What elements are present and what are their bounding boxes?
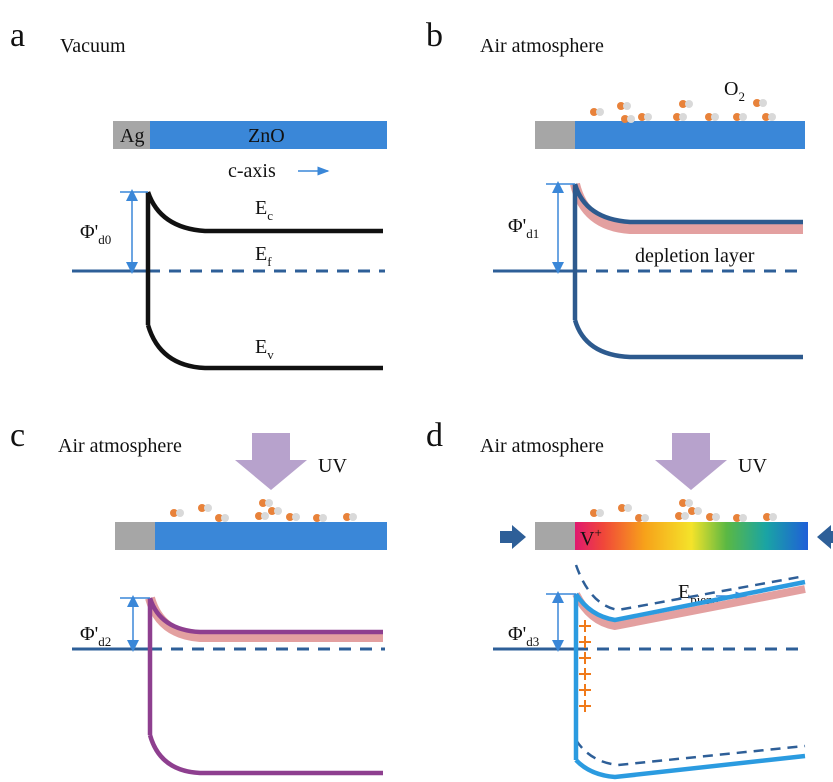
atom bbox=[292, 513, 300, 521]
plus bbox=[579, 636, 591, 648]
atom bbox=[641, 514, 649, 522]
panel-b: b Air atmosphere O2 Φ'd1 depletion layer bbox=[426, 17, 805, 357]
plus bbox=[579, 700, 591, 712]
e: E bbox=[255, 243, 267, 265]
molecules bbox=[590, 99, 776, 123]
atom bbox=[319, 514, 327, 522]
e-sub: v bbox=[267, 347, 274, 362]
panel-letter: d bbox=[426, 417, 443, 454]
atom bbox=[596, 108, 604, 116]
o: O bbox=[724, 78, 738, 100]
atom bbox=[644, 113, 652, 121]
barrier-label: Φ'd0 bbox=[80, 221, 111, 247]
zno-block bbox=[155, 522, 387, 550]
o-sub: 2 bbox=[738, 89, 745, 104]
atom bbox=[711, 113, 719, 121]
atom bbox=[221, 514, 229, 522]
atom bbox=[176, 509, 184, 517]
phi: Φ' bbox=[508, 623, 526, 645]
atom bbox=[274, 507, 282, 515]
e-sub: f bbox=[267, 254, 272, 269]
ag-block bbox=[535, 121, 575, 149]
atom bbox=[349, 513, 357, 521]
uv-label: UV bbox=[318, 455, 347, 477]
atom bbox=[685, 100, 693, 108]
zno-block bbox=[575, 522, 808, 550]
panel-title: Vacuum bbox=[60, 35, 126, 57]
atom bbox=[768, 113, 776, 121]
phi-sub: d2 bbox=[98, 634, 111, 649]
molecules bbox=[590, 499, 777, 522]
panel-d: d Air atmosphere UV V+ Epiezo Φ'd3 bbox=[426, 417, 833, 777]
uv-label: UV bbox=[738, 455, 767, 477]
zno-label: ZnO bbox=[248, 125, 285, 147]
plus bbox=[579, 620, 591, 632]
figure: a Vacuum Ag ZnO c-axis Φ'd0 Ec Ef Ev b A… bbox=[0, 0, 833, 782]
phi-sub: d3 bbox=[526, 634, 539, 649]
layer-label: depletion layer bbox=[635, 245, 755, 267]
ef-label: Ef bbox=[255, 243, 272, 269]
barrier-label: Φ'd2 bbox=[80, 623, 111, 649]
force-arrow bbox=[500, 525, 526, 549]
atom bbox=[712, 513, 720, 521]
panel-letter: b bbox=[426, 17, 443, 54]
plus bbox=[579, 684, 591, 696]
atom bbox=[685, 499, 693, 507]
atom bbox=[624, 504, 632, 512]
atom bbox=[623, 102, 631, 110]
atom bbox=[739, 113, 747, 121]
e-sub: c bbox=[267, 208, 273, 223]
phi: Φ' bbox=[80, 623, 98, 645]
panel-letter: a bbox=[10, 17, 25, 54]
plus bbox=[579, 652, 591, 664]
atom bbox=[265, 499, 273, 507]
phi: Φ' bbox=[80, 221, 98, 243]
atom bbox=[627, 115, 635, 123]
panel-title: Air atmosphere bbox=[58, 435, 182, 457]
ev-label: Ev bbox=[255, 336, 274, 362]
atom bbox=[739, 514, 747, 522]
gas-label: O2 bbox=[724, 78, 745, 104]
panel-letter: c bbox=[10, 417, 25, 454]
panel-a: a Vacuum Ag ZnO c-axis Φ'd0 Ec Ef Ev bbox=[10, 17, 387, 368]
panel-title: Air atmosphere bbox=[480, 435, 604, 457]
phi-sub: d0 bbox=[98, 232, 111, 247]
axis-label: c-axis bbox=[228, 160, 276, 182]
phi: Φ' bbox=[508, 215, 526, 237]
atom bbox=[596, 509, 604, 517]
panel-title: Air atmosphere bbox=[480, 35, 604, 57]
v-sup: + bbox=[594, 525, 601, 540]
force-arrow bbox=[817, 525, 833, 549]
atom bbox=[759, 99, 767, 107]
e: E bbox=[255, 336, 267, 358]
ag-label: Ag bbox=[120, 125, 144, 147]
ag-block bbox=[115, 522, 155, 550]
atom bbox=[681, 512, 689, 520]
uv-arrow bbox=[655, 433, 727, 490]
ag-block bbox=[535, 522, 575, 550]
v: V bbox=[580, 528, 595, 550]
atom bbox=[204, 504, 212, 512]
ec-label: Ec bbox=[255, 197, 273, 223]
molecules bbox=[170, 499, 357, 522]
atom bbox=[694, 507, 702, 515]
e: E bbox=[255, 197, 267, 219]
charges bbox=[579, 620, 591, 712]
zno-block bbox=[575, 121, 805, 149]
barrier-label: Φ'd3 bbox=[508, 623, 539, 649]
atom bbox=[261, 512, 269, 520]
band-curve bbox=[150, 598, 383, 773]
atom bbox=[769, 513, 777, 521]
plus bbox=[579, 668, 591, 680]
atom bbox=[679, 113, 687, 121]
phi-sub: d1 bbox=[526, 226, 539, 241]
panel-c: c Air atmosphere UV Φ'd2 bbox=[10, 417, 387, 773]
uv-arrow bbox=[235, 433, 307, 490]
barrier-label: Φ'd1 bbox=[508, 215, 539, 241]
